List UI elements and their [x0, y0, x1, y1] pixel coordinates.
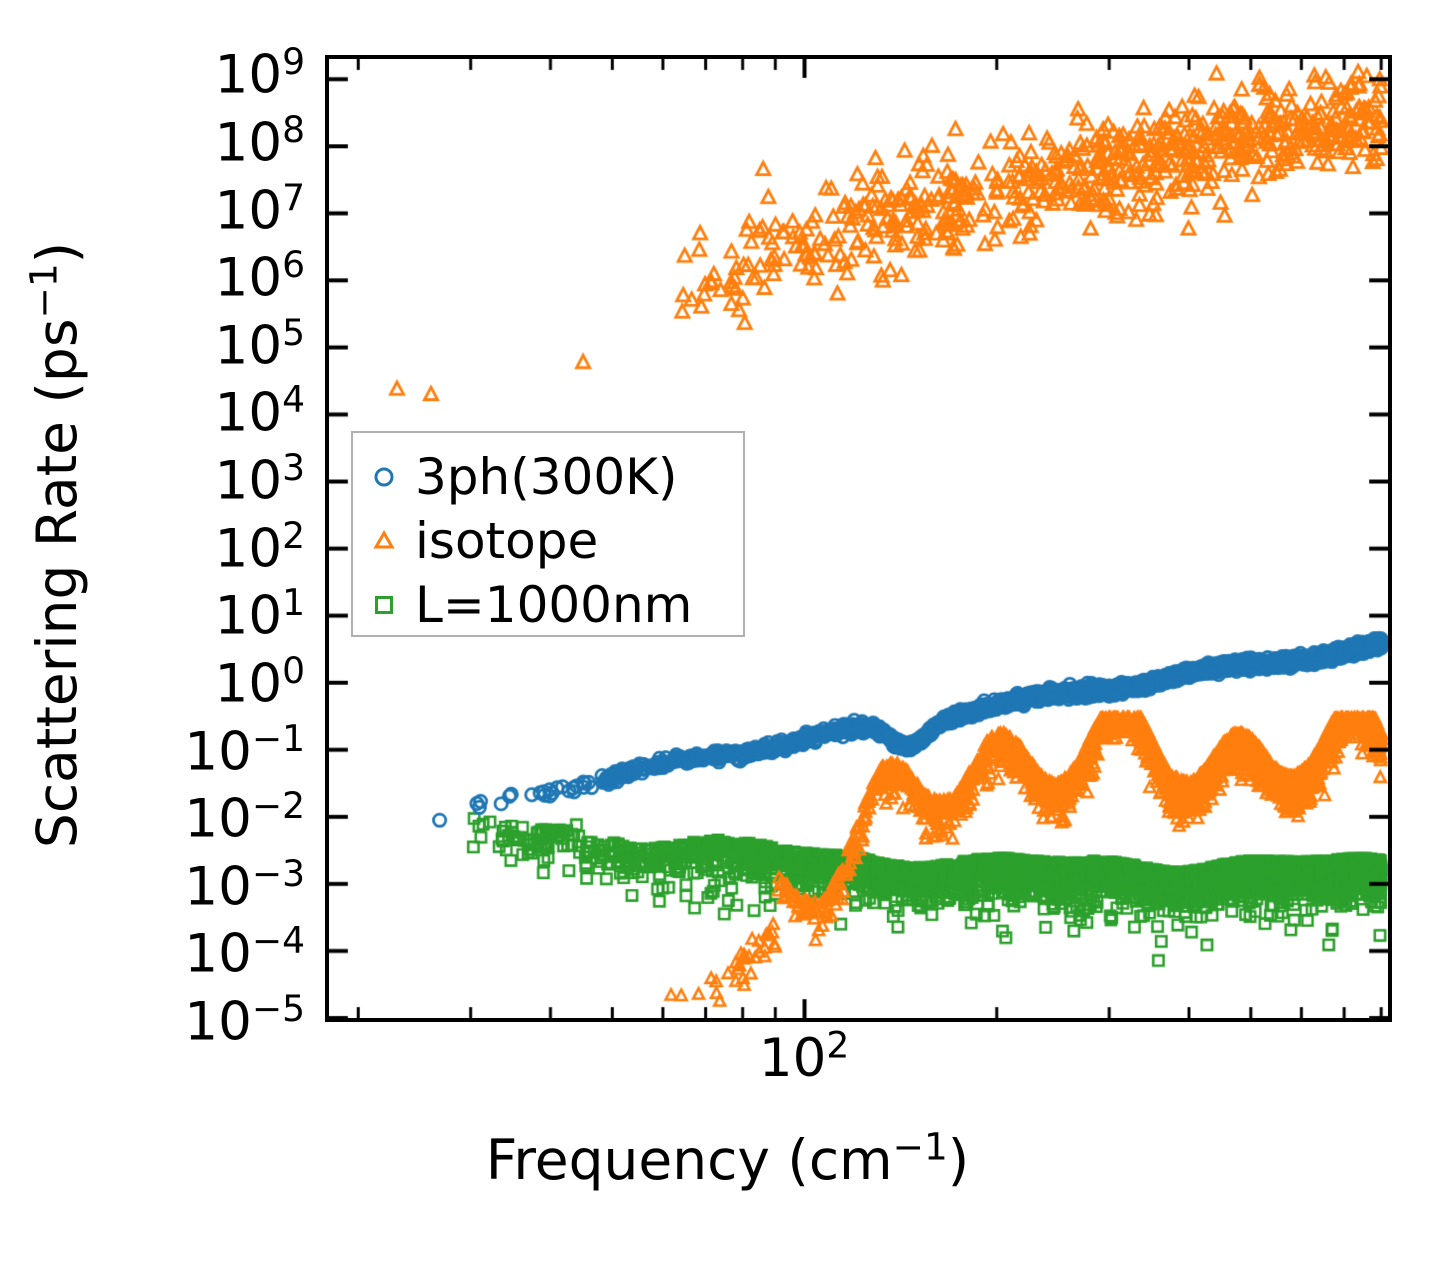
legend-item-label: 3ph(300K) [415, 448, 678, 506]
legend-item-label: isotope [415, 512, 599, 570]
x-tick-label: 102 [758, 1025, 850, 1089]
legend-triangle-open-icon [353, 528, 415, 554]
y-tick-label: 10−4 [184, 921, 305, 985]
y-tick-label: 10−3 [184, 853, 305, 918]
y-tick-label: 101 [214, 583, 305, 647]
y-tick-label: 106 [214, 245, 305, 309]
legend-item: L=1000nm [353, 571, 743, 639]
y-tick-label: 10−5 [184, 988, 305, 1053]
legend-item-label: L=1000nm [415, 576, 693, 634]
y-tick-label: 10−1 [184, 718, 305, 783]
y-tick-label: 10−2 [184, 785, 305, 850]
y-tick-label: 105 [214, 312, 305, 377]
y-axis-title: Scattering Rate (ps−1) [21, 241, 89, 849]
legend-item: 3ph(300K) [353, 443, 743, 511]
y-axis-tick-labels: 109 108 107 106 105 104 103 102 101 100 10−1 10−2 10… [0, 0, 305, 1265]
y-tick-label: 107 [214, 177, 305, 242]
y-tick-label: 109 [214, 42, 305, 106]
legend-box: 3ph(300K) isotope L=1000nm [351, 431, 745, 637]
legend-item: isotope [353, 507, 743, 575]
y-tick-label: 104 [214, 380, 305, 444]
y-tick-label: 108 [214, 109, 305, 174]
y-tick-label: 103 [214, 447, 305, 512]
x-axis-title: Frequency (cm−1) [485, 1124, 970, 1192]
y-tick-label: 100 [214, 650, 305, 715]
legend-circle-open-icon [353, 464, 415, 490]
legend-square-open-icon [353, 592, 415, 618]
y-tick-label: 102 [214, 515, 305, 580]
